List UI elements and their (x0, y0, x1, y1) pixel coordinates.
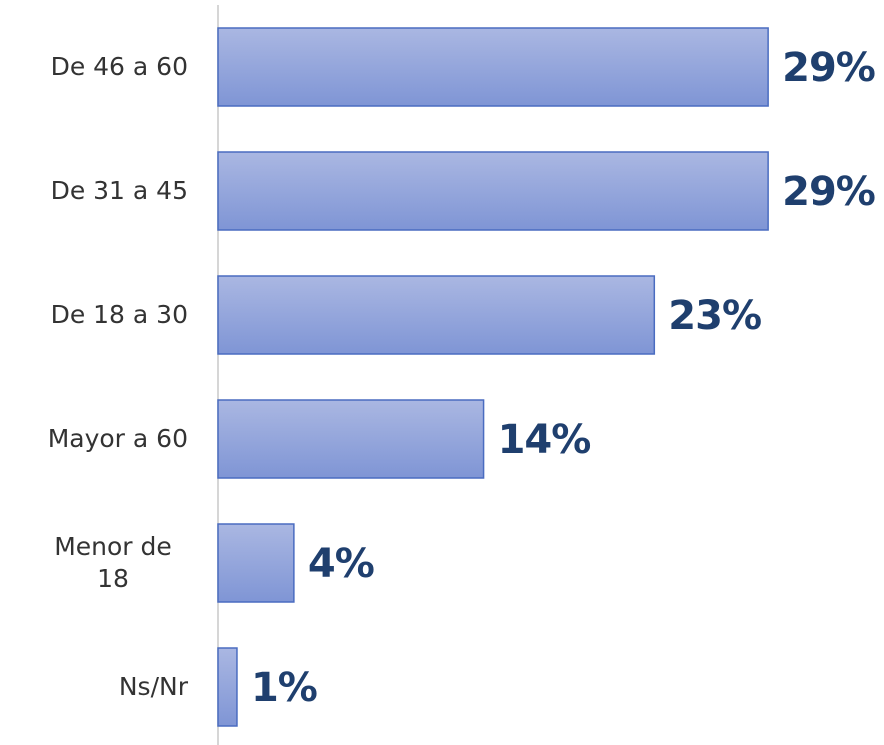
category-label: Ns/Nr (118, 672, 188, 701)
category-label: De 46 a 60 (50, 52, 188, 81)
category-label: Menor de 18 (54, 532, 172, 593)
bar (217, 523, 295, 603)
value-label: 14% (498, 417, 591, 463)
bar (217, 647, 238, 727)
bar (217, 151, 769, 231)
bar (217, 27, 769, 107)
value-label: 23% (668, 293, 761, 339)
bar (217, 275, 656, 355)
bar (217, 399, 485, 479)
value-label: 4% (308, 541, 374, 587)
value-label: 29% (782, 45, 875, 91)
category-label: Mayor a 60 (47, 424, 188, 453)
value-label: 29% (782, 169, 875, 215)
value-label: 1% (251, 665, 317, 711)
category-label: De 31 a 45 (50, 176, 188, 205)
category-label: De 18 a 30 (50, 300, 188, 329)
